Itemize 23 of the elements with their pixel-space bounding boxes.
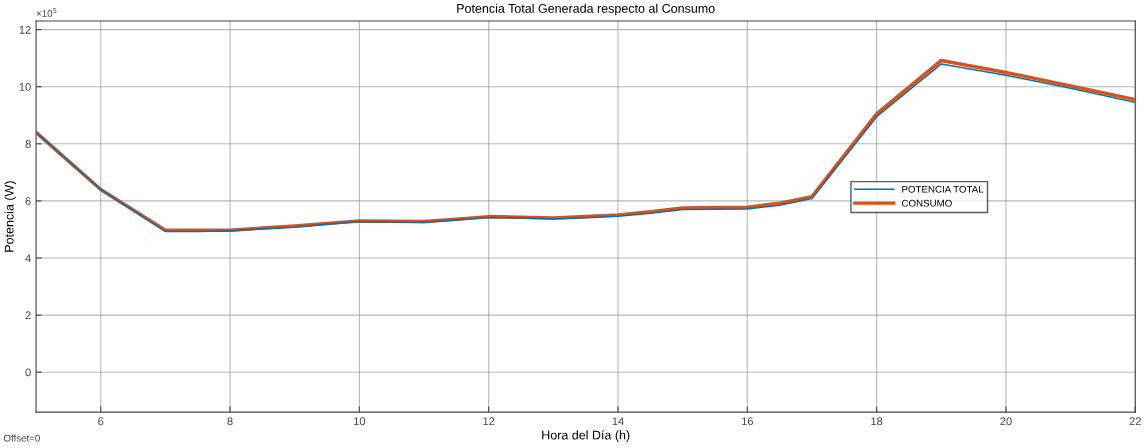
x-tick-label: 16 — [741, 417, 754, 426]
x-tick-label: 10 — [354, 417, 366, 426]
y-tick-label: 0 — [25, 368, 31, 377]
y-tick-label: 8 — [25, 140, 31, 148]
x-axis-title: Hora del Día (h) — [542, 430, 630, 442]
x-tick-label: 6 — [98, 417, 104, 426]
y-tick-label: 6 — [25, 197, 31, 206]
y-tick-label: 4 — [25, 254, 31, 263]
text: Offset=0 — [3, 434, 40, 442]
legend-label: CONSUMO — [901, 199, 952, 207]
x-tick-label: 14 — [612, 417, 624, 426]
x-tick-label: 12 — [483, 417, 495, 426]
y-axis-title: Potencia (W) — [4, 181, 17, 252]
y-tick-label: 10 — [19, 82, 31, 91]
x-tick-label: 20 — [1000, 417, 1012, 426]
y-tick-label: 2 — [25, 311, 31, 320]
legend-label: POTENCIA TOTAL — [902, 185, 984, 193]
y-tick-label: 12 — [19, 25, 31, 34]
x-tick-label: 8 — [227, 417, 233, 426]
x-tick-label: 18 — [871, 417, 883, 426]
text: ×10$^{5}$ — [36, 8, 57, 17]
chart-title: Potencia Total Generada respecto al Consumo — [457, 3, 715, 16]
x-tick-label: 22 — [1129, 417, 1141, 426]
